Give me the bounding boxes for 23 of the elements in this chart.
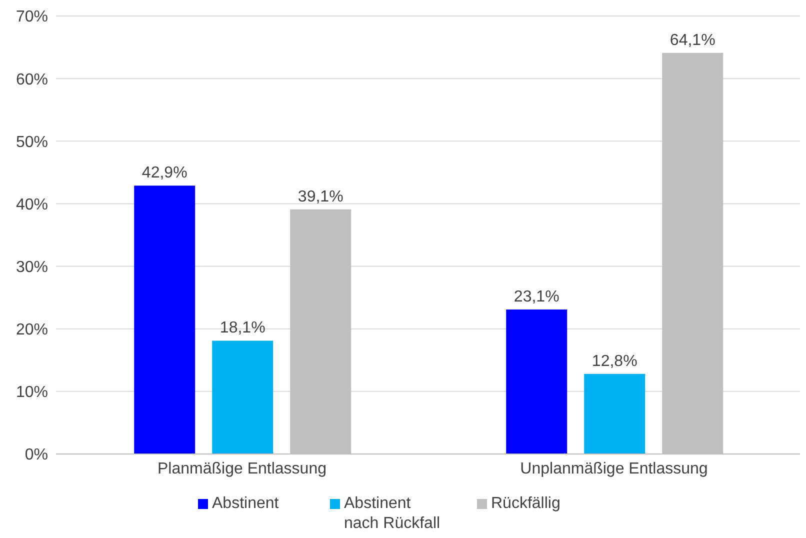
data-label: 64,1% [670,32,716,49]
y-tick-label: 60% [16,71,48,88]
y-tick-label: 20% [16,322,48,339]
data-label: 18,1% [220,320,266,337]
data-label: 23,1% [514,288,560,306]
legend-label: Abstinent nach Rückfall [344,494,442,534]
x-tick-label: Planmäßige Entlassung [158,460,326,478]
data-label: 12,8% [592,352,638,370]
y-tick-label: 0% [24,446,48,464]
y-tick-label: 40% [16,196,48,214]
y-tick-label: 30% [16,258,48,276]
bar [212,340,274,454]
legend-label: Rückfällig [491,494,560,514]
bar [584,374,646,454]
x-tick-label: Unplanmäßige Entlassung [520,460,708,478]
y-tick-label: 50% [16,134,48,151]
bar [134,186,196,454]
bar [506,309,568,454]
y-tick-label: 10% [16,384,48,402]
data-label: 42,9% [142,164,188,182]
y-tick-label: 70% [16,8,48,26]
data-label: 39,1% [298,188,344,206]
legend-label: Abstinent [212,494,279,514]
